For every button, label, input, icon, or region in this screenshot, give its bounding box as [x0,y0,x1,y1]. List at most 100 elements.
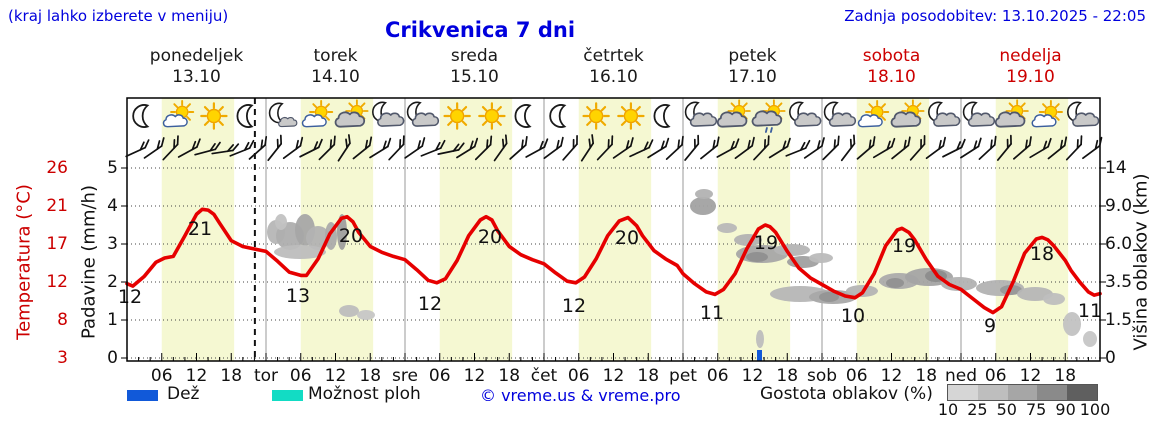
time-tick-label: 18 [220,366,242,386]
wind-barb [872,137,896,159]
precip-tick: 5 [107,158,118,178]
wind-barb [543,136,564,160]
wind-barb [162,135,179,161]
wind-barb [768,137,791,159]
cloud-blob [1063,312,1081,336]
weather-icon [549,104,567,128]
wind-barb [1047,136,1068,160]
time-tick-label: 12 [742,366,764,386]
legend-rain-label: Dež [167,384,200,404]
cloud-blob [339,305,359,317]
temperature-label: 20 [339,225,363,247]
temperature-tick: 8 [57,310,68,330]
time-tick-label: 06 [846,366,868,386]
daylight-band [995,98,1069,361]
density-scale-segment [1067,385,1097,400]
sun-icon [478,102,506,130]
gray-cloud-icon [828,112,857,127]
precip-tick: 0 [107,348,118,368]
weather-icon [751,99,786,133]
cloud-density-label: Gostota oblakov (%) [760,384,933,404]
gray-cloud-icon [334,111,366,128]
wind-barb [629,139,654,158]
gray-cloud-icon [716,111,748,128]
temperature-label: 20 [615,227,639,249]
rain-drop-icon [765,127,768,133]
day-name: ponedeljek [149,46,244,66]
wind-barb [840,134,856,162]
gray-cloud-icon [377,112,405,127]
weather-icon [890,99,925,128]
wind-barb [734,136,755,160]
temperature-label: 11 [700,302,724,324]
white-cloud-icon [1031,114,1057,128]
day-abbrev-label: ned [945,366,977,386]
copyright-link[interactable]: © vreme.us & vreme.pro [480,386,681,405]
wind-barb [337,134,351,162]
time-tick-label: 06 [707,366,729,386]
time-tick-label: 12 [186,366,208,386]
wind-barb [1029,137,1052,159]
temperature-label: 20 [478,226,502,248]
temperature-label: 12 [418,293,442,315]
weather-icon [334,99,369,128]
white-cloud-icon [857,114,883,128]
wind-barb [960,137,982,159]
wind-barb [282,136,304,160]
wind-barb [909,134,926,161]
cloud-blob [746,252,768,262]
day-abbrev-label: pet [669,366,697,386]
temperature-label: 19 [892,235,916,257]
wind-barb [493,134,508,162]
cloud-blob [809,253,833,263]
wind-barb [580,134,595,162]
weather-icon [789,101,822,127]
day-date: 15.10 [450,67,499,87]
cloud-height-tick: 14 [1105,158,1127,178]
time-tick-label: 06 [568,366,590,386]
wind-barb [665,135,684,160]
wind-barb [177,138,201,158]
temperature-tick: 17 [46,234,68,254]
cloud-blob [274,245,326,259]
day-date: 14.10 [311,67,360,87]
wind-barb [612,137,634,159]
day-name: torek [313,46,358,66]
cloud-blob [357,310,375,320]
gray-cloud-icon [278,116,298,128]
wind-barb [211,143,240,155]
cloud-blob [275,214,287,230]
wind-barb [822,135,840,161]
wind-barb [1082,136,1103,160]
wind-barb [194,141,221,156]
wind-barb [925,136,946,160]
gray-cloud-icon [411,112,440,127]
weather-icon [372,101,405,127]
wind-barb [437,142,465,155]
temperature-label: 9 [984,315,996,337]
wind-barb [753,135,770,161]
time-tick-label: 12 [325,366,347,386]
wind-barb [700,136,720,160]
wind-barb [684,134,700,161]
wind-barb [318,135,336,161]
temperature-label: 11 [1078,300,1102,322]
wind-barb [456,137,479,159]
wind-barb [509,135,528,160]
weather-icon [236,104,254,128]
wind-barb [562,134,578,161]
density-scale-segment [977,385,1008,400]
moon-icon [268,102,284,124]
temperature-label: 21 [188,218,212,240]
time-tick-label: 18 [776,366,798,386]
day-date: 18.10 [867,67,916,87]
time-tick-label: 06 [290,366,312,386]
weather-icon [1067,101,1100,127]
time-tick-label: 18 [637,366,659,386]
cloud-blob [1083,331,1097,347]
time-tick-label: 12 [1020,366,1042,386]
wind-barb [716,138,740,158]
day-abbrev-label: sre [392,366,418,386]
density-scale-label: 90 [1055,400,1076,419]
